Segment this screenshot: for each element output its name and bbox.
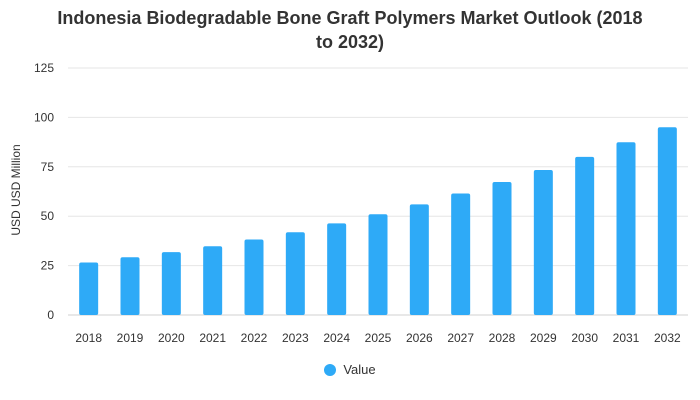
chart-title-line-2: to 2032) — [315, 32, 385, 52]
bar-2022[interactable] — [244, 239, 264, 315]
y-tick-label: 75 — [41, 160, 55, 174]
chart-title-line-1: Indonesia Biodegradable Bone Graft Polym… — [57, 8, 643, 28]
x-tick-label: 2029 — [530, 331, 557, 345]
bar-2024[interactable] — [327, 223, 347, 315]
bar-2025[interactable] — [368, 214, 388, 315]
bar-2032[interactable] — [657, 127, 677, 315]
x-tick-label: 2031 — [613, 331, 640, 345]
x-tick-label: 2019 — [117, 331, 144, 345]
x-axis-ticks: 2018 2019 2020 2021 2022 2023 2024 2025 2026 2027… — [75, 331, 681, 345]
y-tick-label: 100 — [34, 110, 54, 124]
legend-label: Value — [343, 362, 376, 377]
y-tick-label: 25 — [41, 259, 55, 273]
x-tick-label: 2023 — [282, 331, 309, 345]
y-axis-label: USD USD Million — [9, 144, 23, 235]
legend: Value — [0, 362, 700, 379]
x-tick-label: 2027 — [447, 331, 474, 345]
bar-2023[interactable] — [285, 232, 305, 315]
x-tick-label: 2025 — [365, 331, 392, 345]
bar-2021[interactable] — [203, 246, 223, 315]
bar-2030[interactable] — [575, 156, 595, 315]
y-tick-label: 125 — [34, 61, 54, 75]
x-tick-label: 2032 — [654, 331, 681, 345]
bar-2020[interactable] — [161, 252, 181, 315]
y-tick-label: 50 — [41, 209, 55, 223]
bar-2026[interactable] — [409, 204, 429, 315]
y-axis-ticks: 0 25 50 75 100 125 — [34, 61, 54, 322]
bar-2019[interactable] — [120, 257, 140, 315]
bar-2018[interactable] — [79, 262, 99, 315]
bars — [79, 127, 677, 315]
x-tick-label: 2030 — [571, 331, 598, 345]
x-tick-label: 2028 — [489, 331, 516, 345]
legend-item-value[interactable]: Value — [324, 362, 376, 377]
x-tick-label: 2026 — [406, 331, 433, 345]
x-tick-label: 2020 — [158, 331, 185, 345]
bar-2028[interactable] — [492, 182, 512, 315]
bar-2029[interactable] — [533, 169, 553, 315]
chart-title: Indonesia Biodegradable Bone Graft Polym… — [0, 6, 700, 54]
x-tick-label: 2024 — [323, 331, 350, 345]
bar-2031[interactable] — [616, 142, 636, 315]
x-tick-label: 2018 — [75, 331, 102, 345]
x-tick-label: 2022 — [241, 331, 268, 345]
legend-swatch-icon — [324, 363, 337, 376]
x-tick-label: 2021 — [199, 331, 226, 345]
bar-2027[interactable] — [451, 193, 471, 315]
y-tick-label: 0 — [47, 308, 54, 322]
